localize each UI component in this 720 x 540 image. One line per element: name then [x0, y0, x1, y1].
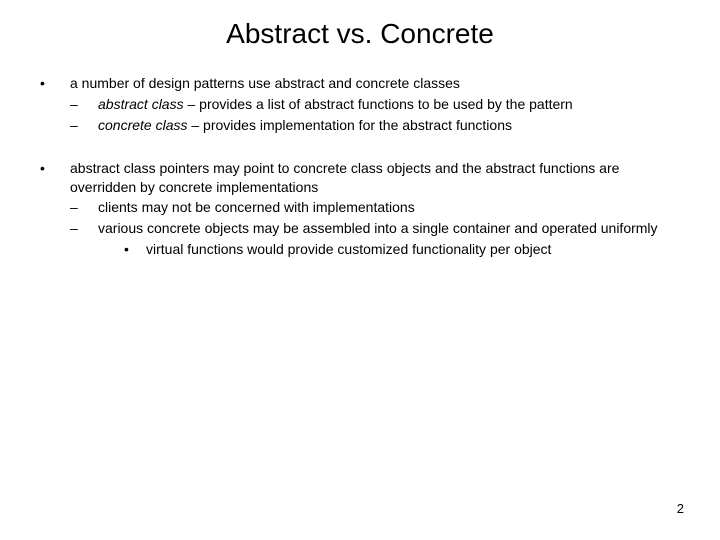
dash-icon: – [70, 95, 98, 114]
slide-title: Abstract vs. Concrete [36, 18, 684, 50]
bullet-icon: • [36, 159, 70, 197]
list-text-rest: – provides implementation for the abstra… [187, 117, 512, 133]
list-item: – clients may not be concerned with impl… [70, 198, 684, 217]
list-text: various concrete objects may be assemble… [98, 219, 684, 238]
dash-icon: – [70, 116, 98, 135]
page-number: 2 [677, 501, 684, 516]
list-text: abstract class pointers may point to con… [70, 159, 684, 197]
slide: Abstract vs. Concrete • a number of desi… [0, 0, 720, 540]
list-text: concrete class – provides implementation… [98, 116, 684, 135]
list-item: • virtual functions would provide custom… [124, 240, 684, 259]
list-item: – abstract class – provides a list of ab… [70, 95, 684, 114]
list-item: • a number of design patterns use abstra… [36, 74, 684, 93]
slide-body: • a number of design patterns use abstra… [36, 74, 684, 259]
dash-icon: – [70, 198, 98, 217]
spacer [36, 137, 684, 159]
list-text: abstract class – provides a list of abst… [98, 95, 684, 114]
list-text: a number of design patterns use abstract… [70, 74, 684, 93]
list-text-rest: – provides a list of abstract functions … [184, 96, 573, 112]
bullet-icon: • [36, 74, 70, 93]
list-text: clients may not be concerned with implem… [98, 198, 684, 217]
list-item: – concrete class – provides implementati… [70, 116, 684, 135]
dash-icon: – [70, 219, 98, 238]
term-italic: concrete class [98, 117, 187, 133]
list-text: virtual functions would provide customiz… [146, 240, 684, 259]
term-italic: abstract class [98, 96, 184, 112]
list-item: – various concrete objects may be assemb… [70, 219, 684, 238]
list-item: • abstract class pointers may point to c… [36, 159, 684, 197]
bullet-icon: • [124, 240, 146, 259]
